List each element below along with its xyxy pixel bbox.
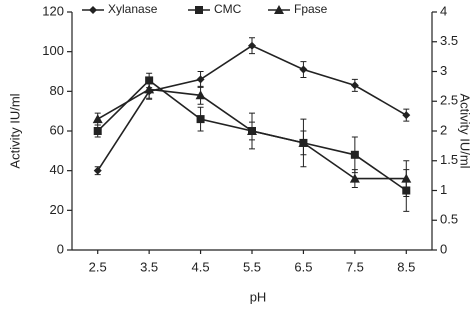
y2-tick-label: 2.5 — [440, 93, 458, 108]
y2-axis-label: Activity IU/ml — [458, 93, 473, 168]
series-line — [97, 44, 407, 172]
marker — [195, 90, 206, 100]
y2-tick-label: 1.5 — [440, 152, 458, 167]
marker — [93, 127, 102, 135]
marker — [195, 6, 203, 14]
legend-label: Xylanase — [108, 2, 158, 16]
legend-label: CMC — [214, 2, 242, 16]
x-tick-label: 8.5 — [397, 259, 415, 274]
y2-tick-label: 3 — [440, 63, 447, 78]
marker — [349, 173, 360, 183]
marker — [350, 81, 359, 90]
marker — [89, 6, 97, 14]
marker — [401, 173, 412, 183]
marker — [92, 114, 103, 124]
y2-tick-label: 3.5 — [440, 33, 458, 48]
y-tick-label: 120 — [42, 3, 64, 18]
x-tick-label: 5.5 — [243, 259, 261, 274]
legend-label: Fpase — [294, 2, 328, 16]
marker — [196, 75, 205, 84]
marker — [144, 84, 155, 94]
y-tick-label: 100 — [42, 43, 64, 58]
marker — [402, 111, 411, 120]
x-tick-label: 7.5 — [346, 259, 364, 274]
marker — [350, 150, 359, 159]
x-tick-label: 3.5 — [140, 259, 158, 274]
y2-tick-label: 0.5 — [440, 212, 458, 227]
y-tick-label: 60 — [50, 122, 64, 137]
y2-tick-label: 4 — [440, 3, 447, 18]
y-axis-label: Activity IU/ml — [7, 93, 22, 168]
marker — [196, 115, 205, 124]
y-tick-label: 0 — [57, 241, 64, 256]
marker — [298, 137, 309, 147]
x-tick-label: 6.5 — [294, 259, 312, 274]
marker — [93, 166, 102, 175]
marker — [247, 126, 257, 135]
y-tick-label: 80 — [50, 83, 64, 98]
marker — [248, 41, 256, 50]
y-tick-label: 40 — [50, 162, 64, 177]
marker — [299, 65, 308, 74]
x-tick-label: 4.5 — [192, 259, 210, 274]
y2-tick-label: 1 — [440, 182, 447, 197]
y2-tick-label: 0 — [440, 241, 447, 256]
y2-tick-label: 2 — [440, 122, 447, 137]
marker — [274, 5, 284, 14]
y-tick-label: 20 — [50, 202, 64, 217]
x-axis-label: pH — [250, 289, 267, 304]
x-tick-label: 2.5 — [89, 259, 107, 274]
